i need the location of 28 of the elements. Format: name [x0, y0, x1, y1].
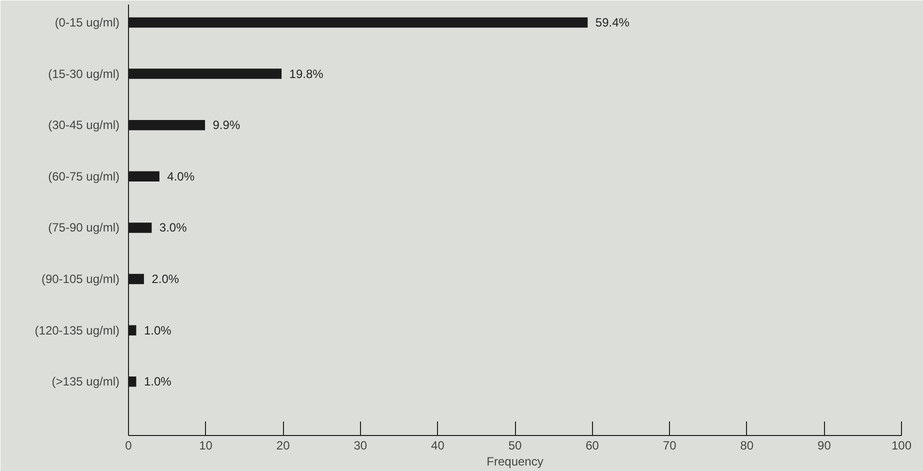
x-tick-label: 10: [199, 438, 213, 452]
y-tick-label: (0-15 ug/ml): [54, 15, 120, 30]
y-tick-label: (75-90 ug/ml): [48, 220, 120, 235]
x-axis-title: Frequency: [486, 454, 544, 468]
x-tick-label: 20: [276, 438, 290, 452]
x-tick-label: 80: [740, 438, 754, 452]
data-label: 1.0%: [144, 374, 172, 389]
y-tick-label: (>135 ug/ml): [52, 374, 120, 389]
x-tick-label: 40: [431, 438, 445, 452]
x-tick-label: 0: [125, 438, 132, 452]
data-label: 3.0%: [159, 220, 188, 235]
x-tick-label: 50: [508, 438, 522, 452]
data-label: 9.9%: [212, 118, 240, 132]
data-label: 19.8%: [289, 66, 324, 81]
x-tick-label: 90: [818, 438, 832, 452]
x-tick-label: 70: [662, 438, 677, 452]
y-tick-label: (30-45 ug/ml): [48, 118, 120, 132]
y-tick-label: (120-135 ug/ml): [34, 323, 120, 338]
data-label: 2.0%: [152, 272, 180, 286]
x-tick-label: 60: [586, 438, 600, 452]
data-label: 4.0%: [167, 169, 195, 184]
y-tick-label: (15-30 ug/ml): [48, 66, 120, 81]
x-tick-label: 100: [891, 438, 912, 452]
data-label: 1.0%: [144, 323, 172, 338]
y-tick-label: (60-75 ug/ml): [48, 169, 120, 184]
y-tick-label: (90-105 ug/ml): [41, 272, 120, 286]
x-tick-label: 30: [354, 438, 368, 452]
data-label: 59.4%: [595, 15, 630, 30]
